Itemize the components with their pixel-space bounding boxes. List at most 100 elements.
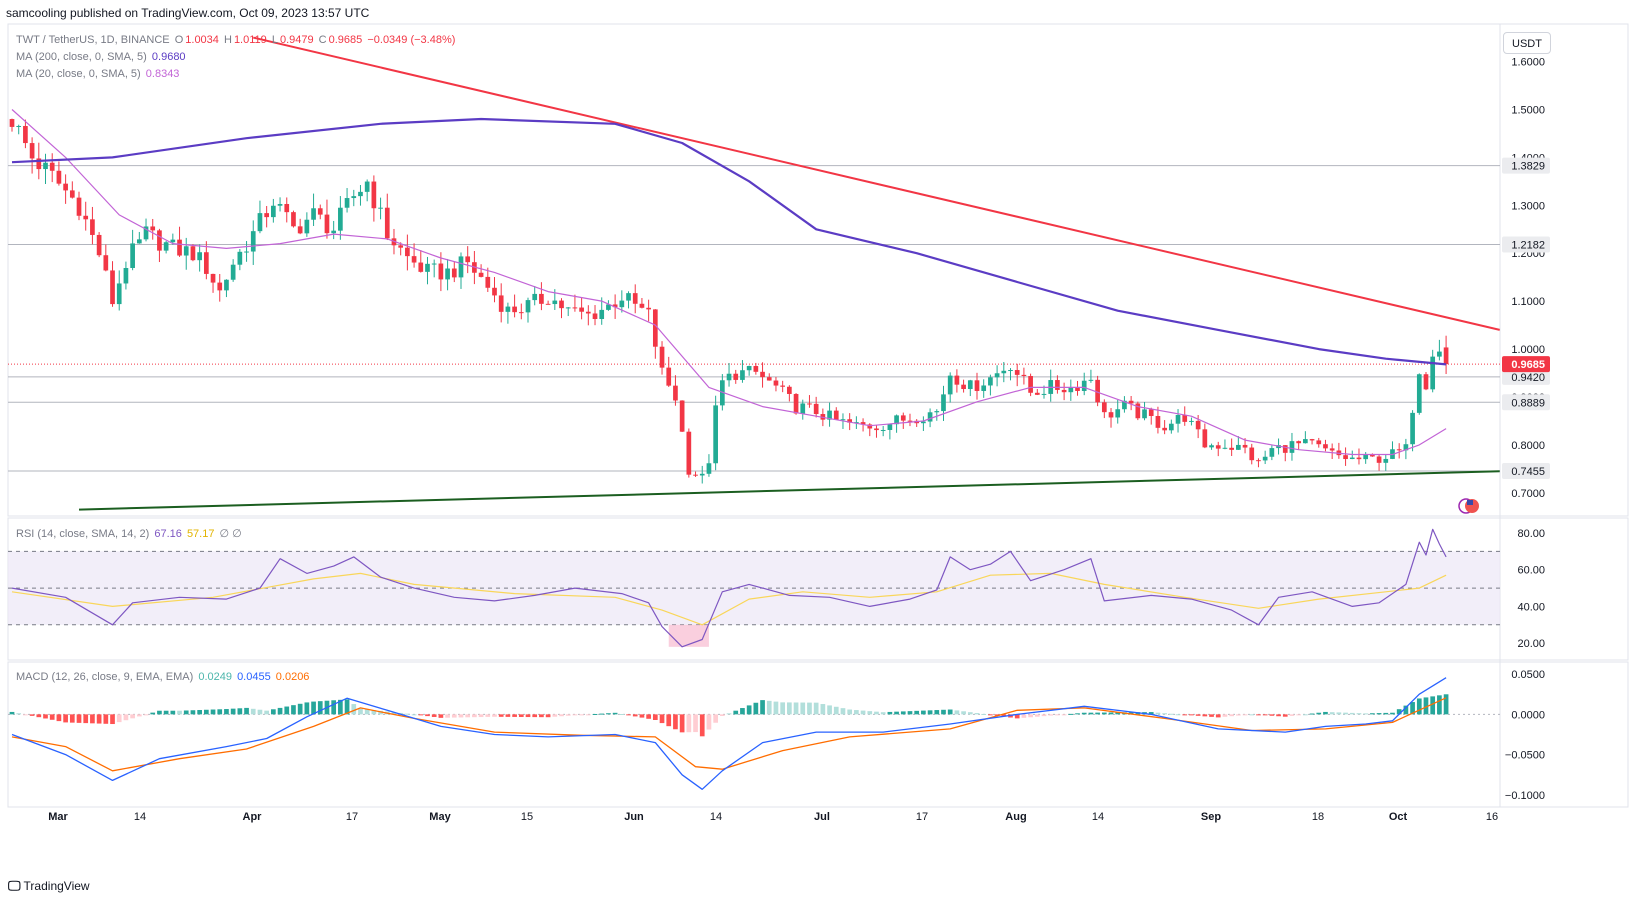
macd-histogram-bar (304, 702, 310, 715)
macd-histogram-bar (1095, 712, 1100, 715)
macd-histogram-bar (83, 714, 89, 724)
candle-body (525, 300, 531, 313)
macd-histogram-bar (921, 710, 926, 715)
macd-histogram-bar (592, 713, 598, 715)
macd-histogram-bar (472, 714, 477, 718)
macd-histogram-bar (673, 714, 678, 730)
macd-histogram-bar (1162, 713, 1167, 715)
candle-body (807, 403, 812, 405)
macd-histogram-bar (277, 707, 283, 715)
candle-body (559, 300, 564, 309)
macd-histogram-bar (445, 714, 450, 718)
candle-body (1289, 441, 1295, 453)
macd-label: MACD (12, 26, close, 9, EMA, EMA) (16, 671, 194, 683)
candle-body (854, 422, 859, 424)
macd-histogram-bar (854, 710, 859, 715)
change-value: −0.0349 (−3.48%) (367, 34, 456, 46)
candle-body (994, 373, 1000, 378)
candle-body (425, 263, 430, 272)
candle-body (297, 226, 303, 234)
candle-body (827, 410, 832, 420)
price-pane (8, 36, 1500, 511)
footer-brand-text: TradingView (23, 879, 90, 893)
candle-body (1416, 374, 1422, 413)
macd-histogram-bar (659, 714, 665, 724)
macd-histogram-bar (1370, 713, 1375, 715)
candle-body (43, 162, 48, 170)
candle-body (478, 272, 484, 277)
rsi-pane (8, 528, 1500, 648)
candle-body (485, 276, 491, 288)
currency-button[interactable]: USDT (1503, 32, 1551, 54)
macd-histogram-bar (753, 702, 759, 715)
candle-body (572, 307, 578, 309)
candle-body (1128, 400, 1134, 404)
macd-tick-label: 0.0500 (1511, 669, 1545, 681)
macd-histogram-bar (1403, 705, 1409, 715)
macd-histogram-bar (210, 709, 216, 715)
candle-body (1443, 347, 1449, 365)
price-tick-label: 1.0000 (1511, 344, 1545, 356)
candle-body (405, 247, 410, 257)
macd-histogram-bar (1075, 713, 1080, 715)
candle-body (941, 394, 946, 412)
candle-body (632, 293, 638, 304)
candle-body (1329, 448, 1335, 451)
candle-body (539, 293, 544, 304)
candle-body (579, 307, 584, 312)
candle-body (981, 385, 987, 391)
macd-histogram-bar (36, 714, 42, 718)
candle-body (793, 393, 799, 414)
macd-histogram-bar (773, 701, 779, 715)
macd-histogram-bar (69, 714, 75, 723)
time-tick-label: 15 (521, 811, 533, 823)
candle-body (136, 239, 142, 244)
price-level-badge (1502, 463, 1550, 480)
macd-histogram-bar (1443, 694, 1449, 715)
macd-histogram-bar (1316, 712, 1322, 715)
candle-body (679, 400, 685, 432)
close-label: C (318, 34, 327, 46)
macd-histogram-bar (1416, 698, 1422, 715)
exchange-flag-icon (1458, 498, 1479, 514)
candle-body (291, 212, 296, 227)
macd-histogram-bar (492, 714, 497, 717)
candle-body (230, 264, 236, 280)
macd-histogram-bar (438, 714, 444, 718)
macd-histogram-bar (1189, 714, 1194, 716)
macd-histogram-bar (391, 712, 397, 715)
macd-histogram-bar (103, 714, 109, 724)
macd-pane (8, 677, 1500, 790)
candle-body (16, 125, 22, 127)
macd-histogram-bar (451, 714, 457, 718)
candle-body (619, 300, 625, 308)
symbol-name: TWT / TetherUS, 1D, BINANCE (16, 34, 170, 46)
rsi-ma-line (11, 572, 1447, 626)
candle-body (210, 273, 216, 283)
macd-histogram-bar (639, 714, 645, 718)
macd-histogram-bar (807, 702, 812, 715)
macd-histogram-bar (967, 712, 973, 715)
candle-body (458, 256, 464, 278)
candle-body (585, 311, 591, 314)
candle-body (686, 431, 692, 475)
candle-body (1383, 458, 1389, 463)
candle-body (599, 309, 605, 320)
price-level-badge-label: 0.9420 (1511, 372, 1545, 384)
candle-body (1075, 387, 1080, 391)
candle-body (652, 309, 658, 347)
macd-histogram-bar (887, 711, 893, 715)
candle-body (1437, 351, 1442, 357)
candle-body (49, 162, 55, 171)
price-level-badge-label: 1.3829 (1511, 161, 1545, 173)
candle-body (552, 300, 558, 305)
footer-brand[interactable]: 🖵 TradingView (8, 878, 90, 894)
rsi-tick-label: 20.00 (1517, 638, 1545, 650)
ma200-line (11, 117, 1447, 366)
macd-histogram-bar (90, 714, 95, 724)
candle-body (317, 208, 323, 215)
time-tick-label: Jul (814, 811, 830, 823)
macd-histogram-bar (994, 714, 1000, 716)
macd-histogram-bar (163, 710, 169, 715)
macd-histogram-bar (418, 714, 424, 716)
